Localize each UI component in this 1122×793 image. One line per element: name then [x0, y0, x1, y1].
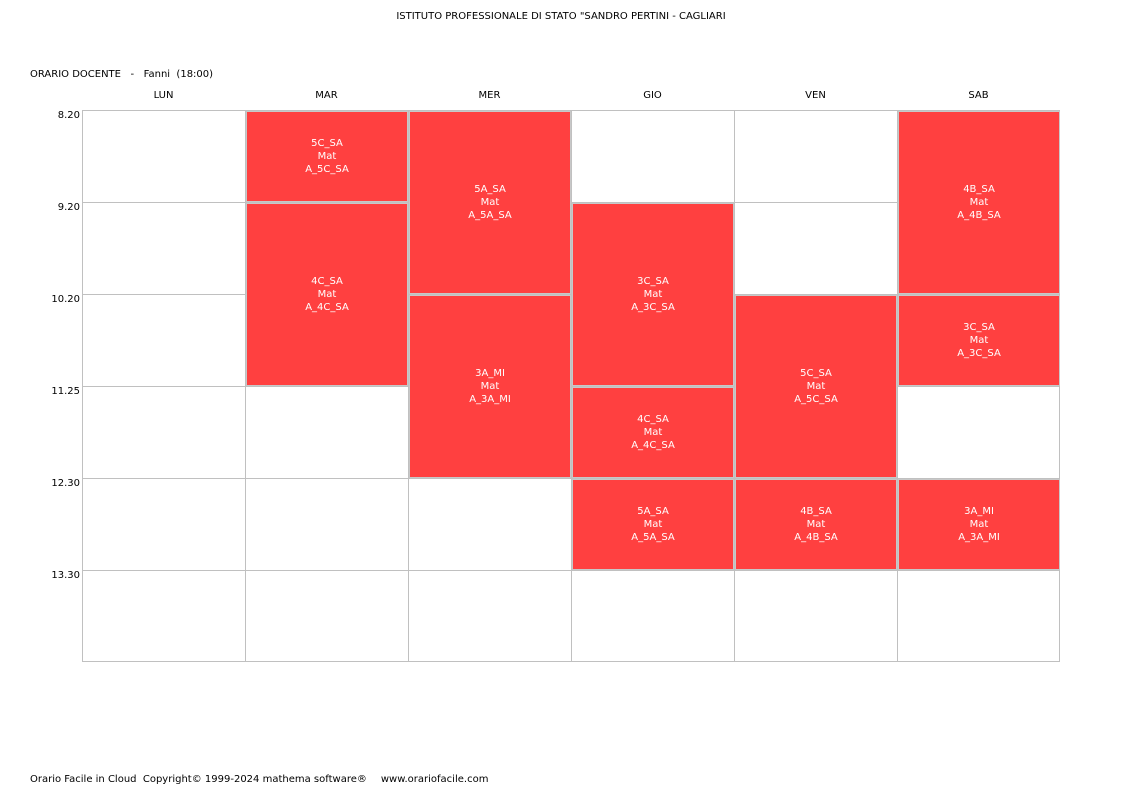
grid-row-divider — [82, 294, 1060, 295]
lesson-room: A_5A_SA — [468, 210, 512, 221]
lesson-subject: Mat — [317, 289, 337, 300]
lesson-class: 5A_SA — [637, 506, 669, 517]
lesson-room: A_3A_MI — [958, 532, 1000, 543]
lesson-subject: Mat — [643, 519, 663, 530]
lesson-room: A_4B_SA — [794, 532, 838, 543]
lesson-block[interactable]: 5A_SA Mat A_5A_SA — [409, 111, 571, 294]
lesson-class: 4B_SA — [963, 184, 995, 195]
time-label: 10.20 — [51, 294, 80, 305]
time-label: 11.25 — [51, 386, 80, 397]
lesson-subject: Mat — [969, 519, 989, 530]
lesson-block[interactable]: 5C_SA Mat A_5C_SA — [735, 295, 897, 478]
day-header-sab: SAB — [968, 90, 989, 101]
lesson-block[interactable]: 3C_SA Mat A_3C_SA — [572, 203, 734, 386]
lesson-block[interactable]: 4B_SA Mat A_4B_SA — [735, 479, 897, 570]
lesson-class: 4C_SA — [637, 414, 669, 425]
lesson-subject: Mat — [806, 381, 826, 392]
lesson-class: 4C_SA — [311, 276, 343, 287]
day-header-mer: MER — [478, 90, 501, 101]
lesson-room: A_5C_SA — [305, 164, 349, 175]
lesson-class: 5C_SA — [800, 368, 832, 379]
day-header-mar: MAR — [315, 90, 338, 101]
lesson-subject: Mat — [806, 519, 826, 530]
lesson-room: A_5A_SA — [631, 532, 675, 543]
lesson-class: 5C_SA — [311, 138, 343, 149]
lesson-class: 3A_MI — [475, 368, 505, 379]
lesson-block[interactable]: 3C_SA Mat A_3C_SA — [898, 295, 1060, 386]
lesson-room: A_4C_SA — [305, 302, 349, 313]
lesson-subject: Mat — [643, 427, 663, 438]
day-header-ven: VEN — [805, 90, 826, 101]
lesson-room: A_3C_SA — [631, 302, 675, 313]
schedule-label: ORARIO DOCENTE - Fanni (18:00) — [30, 69, 214, 80]
lesson-room: A_3C_SA — [957, 348, 1001, 359]
grid-row-divider — [82, 386, 1060, 387]
time-label: 12.30 — [51, 478, 80, 489]
lesson-class: 4B_SA — [800, 506, 832, 517]
time-label: 9.20 — [57, 202, 80, 213]
lesson-subject: Mat — [643, 289, 663, 300]
time-label: 8.20 — [57, 110, 80, 121]
time-label: 13.30 — [51, 570, 80, 581]
school-title: ISTITUTO PROFESSIONALE DI STATO "SANDRO … — [396, 11, 726, 22]
footer-url[interactable]: www.orariofacile.com — [380, 774, 489, 785]
lesson-room: A_5C_SA — [794, 394, 838, 405]
lesson-block[interactable]: 4C_SA Mat A_4C_SA — [246, 203, 408, 386]
lesson-subject: Mat — [480, 381, 500, 392]
lesson-block[interactable]: 5C_SA Mat A_5C_SA — [246, 111, 408, 202]
lesson-block[interactable]: 3A_MI Mat A_3A_MI — [898, 479, 1060, 570]
lesson-subject: Mat — [969, 335, 989, 346]
lesson-room: A_4C_SA — [631, 440, 675, 451]
lesson-class: 5A_SA — [474, 184, 506, 195]
lesson-class: 3A_MI — [964, 506, 994, 517]
day-header-gio: GIO — [643, 90, 662, 101]
footer-copyright: Orario Facile in Cloud Copyright© 1999-2… — [30, 774, 367, 785]
lesson-block[interactable]: 4B_SA Mat A_4B_SA — [898, 111, 1060, 294]
lesson-class: 3C_SA — [963, 322, 995, 333]
day-header-lun: LUN — [153, 90, 174, 101]
lesson-subject: Mat — [480, 197, 500, 208]
grid-row-divider — [82, 478, 1060, 479]
lesson-room: A_3A_MI — [469, 394, 511, 405]
lesson-subject: Mat — [317, 151, 337, 162]
lesson-subject: Mat — [969, 197, 989, 208]
lesson-block[interactable]: 5A_SA Mat A_5A_SA — [572, 479, 734, 570]
grid-row-divider — [82, 570, 1060, 571]
footer: Orario Facile in Cloud Copyright© 1999-2… — [30, 774, 488, 785]
lesson-room: A_4B_SA — [957, 210, 1001, 221]
grid-row-divider — [82, 202, 1060, 203]
lesson-class: 3C_SA — [637, 276, 669, 287]
lesson-block[interactable]: 4C_SA Mat A_4C_SA — [572, 387, 734, 478]
lesson-block[interactable]: 3A_MI Mat A_3A_MI — [409, 295, 571, 478]
